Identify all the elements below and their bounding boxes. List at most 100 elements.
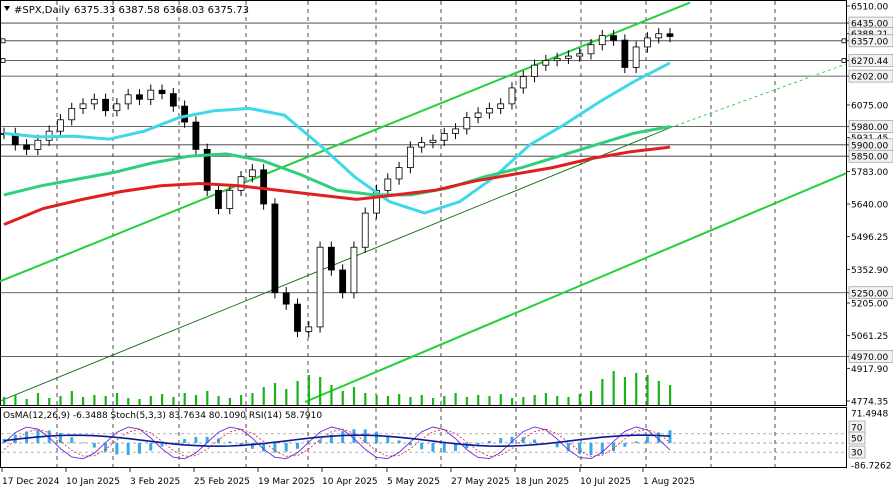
osma-bar xyxy=(194,437,197,443)
price-label: 6202.00 xyxy=(851,73,888,83)
volume-bar xyxy=(319,377,321,405)
candle-body xyxy=(644,38,650,47)
price-axis: 6510.006435.006388.216357.006270.446202.… xyxy=(846,3,893,472)
volume-bar xyxy=(590,391,592,405)
candle-body xyxy=(622,40,628,67)
candle-body xyxy=(656,34,662,38)
osma-bar xyxy=(341,431,344,443)
level-handle-right xyxy=(842,39,846,43)
candle-body xyxy=(543,61,549,66)
volume-bar xyxy=(48,398,50,405)
osma-bar xyxy=(296,443,299,449)
time-label: 1 Aug 2025 xyxy=(643,477,695,487)
candle-body xyxy=(667,34,673,37)
volume-bar xyxy=(488,396,490,405)
volume-bar xyxy=(26,399,28,405)
time-label: 10 Jul 2025 xyxy=(580,477,631,487)
candle-body xyxy=(80,104,86,109)
volume-bar xyxy=(556,396,558,405)
candle-body xyxy=(532,65,538,76)
candle-body xyxy=(249,170,255,177)
candle-body xyxy=(114,104,120,111)
candle-body xyxy=(238,177,244,191)
osma-bar xyxy=(646,436,649,443)
candle-body xyxy=(419,143,425,148)
candle-body xyxy=(453,129,459,134)
candle-body xyxy=(498,104,504,109)
price-label: 6510.00 xyxy=(851,3,888,13)
price-label: 5900.00 xyxy=(851,141,888,151)
price-label: 5980.00 xyxy=(851,123,888,133)
price-label: 4970.00 xyxy=(851,353,888,363)
time-label: 18 Jun 2025 xyxy=(515,477,569,487)
osma-bar xyxy=(443,443,446,452)
volume-bar xyxy=(172,397,174,405)
price-label: 5496.25 xyxy=(851,233,888,243)
volume-bar xyxy=(150,396,152,405)
osma-bar xyxy=(183,439,186,443)
time-label: 17 Dec 2024 xyxy=(2,477,60,487)
volume-bar xyxy=(37,393,39,405)
volume-bar xyxy=(308,375,310,405)
candle-body xyxy=(57,120,63,131)
candle-body xyxy=(362,213,368,247)
volume-bar xyxy=(229,398,231,405)
volume-bar xyxy=(376,395,378,405)
volume-bar xyxy=(353,387,355,405)
candle-body xyxy=(328,247,334,270)
osma-bar xyxy=(352,429,355,443)
ohlc-readout: 6375.33 6387.58 6368.03 6375.73 xyxy=(74,5,249,16)
volume-bar xyxy=(443,396,445,405)
time-label: 25 Feb 2025 xyxy=(194,477,250,487)
volume-bar xyxy=(195,395,197,405)
price-label: 5250.00 xyxy=(851,289,888,299)
osma-bar xyxy=(70,437,73,443)
candle-body xyxy=(69,108,75,119)
volume-bar xyxy=(71,391,73,405)
candle-body xyxy=(182,106,188,122)
candle-body xyxy=(396,168,402,179)
candle-body xyxy=(407,147,413,167)
candle-body xyxy=(103,99,109,110)
price-label: 5205.00 xyxy=(851,299,888,309)
osma-bar xyxy=(499,438,502,443)
osma-bar xyxy=(149,443,152,451)
osma-bar xyxy=(398,440,401,443)
volume-bar xyxy=(14,395,16,405)
osma-bar xyxy=(578,443,581,454)
volume-bar xyxy=(500,394,502,405)
level-handle-left xyxy=(1,59,5,63)
candle-body xyxy=(306,327,312,332)
osma-bar xyxy=(375,432,378,443)
price-label: 6357.00 xyxy=(851,37,888,47)
volume-bar xyxy=(567,397,569,405)
volume-bar xyxy=(635,373,637,405)
osma-bar xyxy=(104,443,107,452)
candle-body xyxy=(385,179,391,190)
candle-body xyxy=(294,304,300,331)
candle-body xyxy=(486,108,492,113)
osma-bar xyxy=(589,443,592,455)
candle-body xyxy=(125,95,131,104)
volume-bar xyxy=(206,391,208,405)
osma-bar xyxy=(556,443,559,447)
volume-bar xyxy=(511,398,513,405)
level-handle-right xyxy=(842,59,846,63)
candle-body xyxy=(91,99,97,104)
volume-bar xyxy=(274,383,276,405)
candle-body xyxy=(588,45,594,54)
candle-body xyxy=(475,113,481,118)
candle-body xyxy=(227,190,233,208)
osma-bar xyxy=(228,441,231,443)
candle-body xyxy=(35,140,41,149)
volume-bar xyxy=(646,375,648,405)
osma-bar xyxy=(59,433,62,443)
candle-body xyxy=(565,56,571,58)
candle-body xyxy=(340,270,346,293)
price-label: 4917.90 xyxy=(851,365,888,375)
time-label: 27 May 2025 xyxy=(451,477,510,487)
osma-bar xyxy=(635,442,638,443)
osma-bar xyxy=(161,443,164,447)
